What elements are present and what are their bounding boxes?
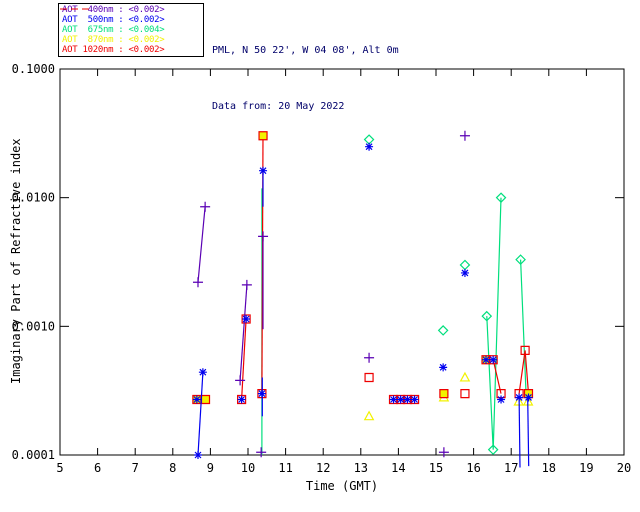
marker-870nm — [459, 371, 471, 382]
marker-500nm — [482, 355, 491, 364]
marker-500nm — [193, 451, 202, 459]
marker-500nm — [497, 395, 506, 404]
marker-675nm — [515, 254, 526, 265]
x-tick-label: 15 — [429, 461, 443, 475]
marker-500nm — [396, 395, 405, 404]
marker-675nm — [437, 325, 449, 336]
legend-entry-500nm: AOT 500nm : <0.002> — [60, 8, 203, 25]
x-tick-label: 10 — [241, 461, 255, 475]
series-line-500nm — [197, 372, 204, 456]
marker-1020nm — [257, 389, 267, 399]
marker-1020nm — [496, 389, 506, 399]
marker-1020nm — [364, 372, 374, 383]
legend-entry-675nm: AOT 675nm : <0.004> — [60, 8, 203, 35]
x-tick-label: 17 — [504, 461, 518, 475]
marker-500nm — [524, 393, 533, 402]
marker-400nm — [258, 231, 269, 242]
header: PML, N 50 22', W 04 08', Alt 0m Data fro… — [212, 5, 472, 153]
x-tick-label: 13 — [354, 461, 368, 475]
marker-400nm — [235, 375, 246, 386]
y-tick-label: 0.1000 — [12, 62, 55, 76]
marker-400nm — [241, 279, 252, 290]
marker-500nm — [403, 395, 412, 404]
series-line-675nm — [486, 197, 502, 450]
y-axis-title: Imaginary Part of Refractive index — [9, 138, 23, 384]
marker-500nm — [237, 395, 246, 404]
marker-1020nm — [520, 345, 530, 356]
marker-675nm — [495, 192, 507, 204]
marker-500nm — [198, 368, 207, 377]
marker-500nm — [489, 355, 498, 364]
marker-filled-1020nm — [439, 389, 449, 399]
legend-dash-1020nm — [60, 8, 90, 10]
marker-500nm — [389, 395, 398, 404]
x-tick-label: 14 — [391, 461, 405, 475]
marker-400nm — [200, 201, 211, 212]
x-tick-label: 6 — [94, 461, 101, 475]
series-line-400nm — [197, 206, 206, 283]
series-line-1020nm — [241, 318, 247, 400]
marker-675nm — [481, 310, 493, 322]
plot-frame — [59, 68, 625, 456]
marker-400nm — [364, 352, 375, 363]
marker-1020nm — [409, 394, 420, 405]
legend-label-870nm: AOT 870nm : <0.002> — [62, 35, 165, 45]
x-tick-label: 16 — [466, 461, 480, 475]
x-tick-label: 9 — [207, 461, 214, 475]
x-tick-label: 12 — [316, 461, 330, 475]
series-line-500nm — [518, 397, 521, 468]
series-line-1020nm — [486, 359, 502, 394]
y-tick-label: 0.0100 — [12, 191, 55, 205]
marker-1020nm — [237, 394, 247, 405]
marker-500nm — [410, 395, 419, 404]
header-line-location: PML, N 50 22', W 04 08', Alt 0m — [212, 45, 399, 56]
marker-400nm — [438, 447, 449, 458]
marker-675nm — [459, 259, 471, 271]
marker-500nm — [192, 395, 201, 404]
legend-label-500nm: AOT 500nm : <0.002> — [62, 15, 165, 25]
marker-filled-1020nm — [258, 131, 268, 141]
x-tick-label: 7 — [132, 461, 139, 475]
y-tick-label: 0.0010 — [12, 319, 55, 333]
x-tick-label: 11 — [278, 461, 292, 475]
marker-1020nm — [488, 355, 498, 365]
series-line-400nm — [239, 284, 248, 381]
marker-500nm — [439, 363, 448, 372]
x-axis-title: Time (GMT) — [305, 479, 379, 493]
marker-400nm — [459, 130, 470, 141]
marker-500nm — [460, 268, 469, 277]
marker-500nm — [257, 389, 266, 398]
legend-label-400nm: AOT 400nm : <0.002> — [62, 5, 165, 15]
legend-entry-870nm: AOT 870nm : <0.002> — [60, 8, 203, 45]
x-tick-label: 20 — [617, 461, 631, 475]
x-tick-label: 5 — [56, 461, 63, 475]
series-line-1020nm — [518, 350, 530, 394]
x-tick-label: 8 — [169, 461, 176, 475]
marker-675nm — [487, 444, 499, 456]
marker-1020nm — [460, 389, 470, 399]
marker-870nm — [363, 410, 375, 421]
legend-label-675nm: AOT 675nm : <0.004> — [62, 25, 165, 35]
y-tick-label: 0.0001 — [12, 448, 55, 462]
legend-entry-1020nm: AOT 1020nm : <0.002> — [60, 8, 203, 55]
header-line-date: Data from: 20 May 2022 — [212, 100, 345, 112]
series-line-675nm — [520, 259, 527, 398]
marker-400nm — [192, 277, 203, 288]
series-line-500nm — [527, 397, 530, 467]
legend-label-1020nm: AOT 1020nm : <0.002> — [62, 45, 165, 55]
marker-1020nm — [241, 314, 251, 324]
marker-400nm — [256, 447, 267, 458]
marker-500nm — [515, 393, 524, 402]
marker-filled-1020nm — [200, 394, 211, 405]
marker-500nm — [242, 315, 251, 324]
x-tick-label: 19 — [579, 461, 593, 475]
marker-500nm — [259, 166, 268, 175]
x-tick-label: 18 — [542, 461, 556, 475]
marker-500nm — [365, 142, 374, 151]
legend: AOT 400nm : <0.002> AOT 500nm : <0.002> AO… — [58, 3, 204, 57]
